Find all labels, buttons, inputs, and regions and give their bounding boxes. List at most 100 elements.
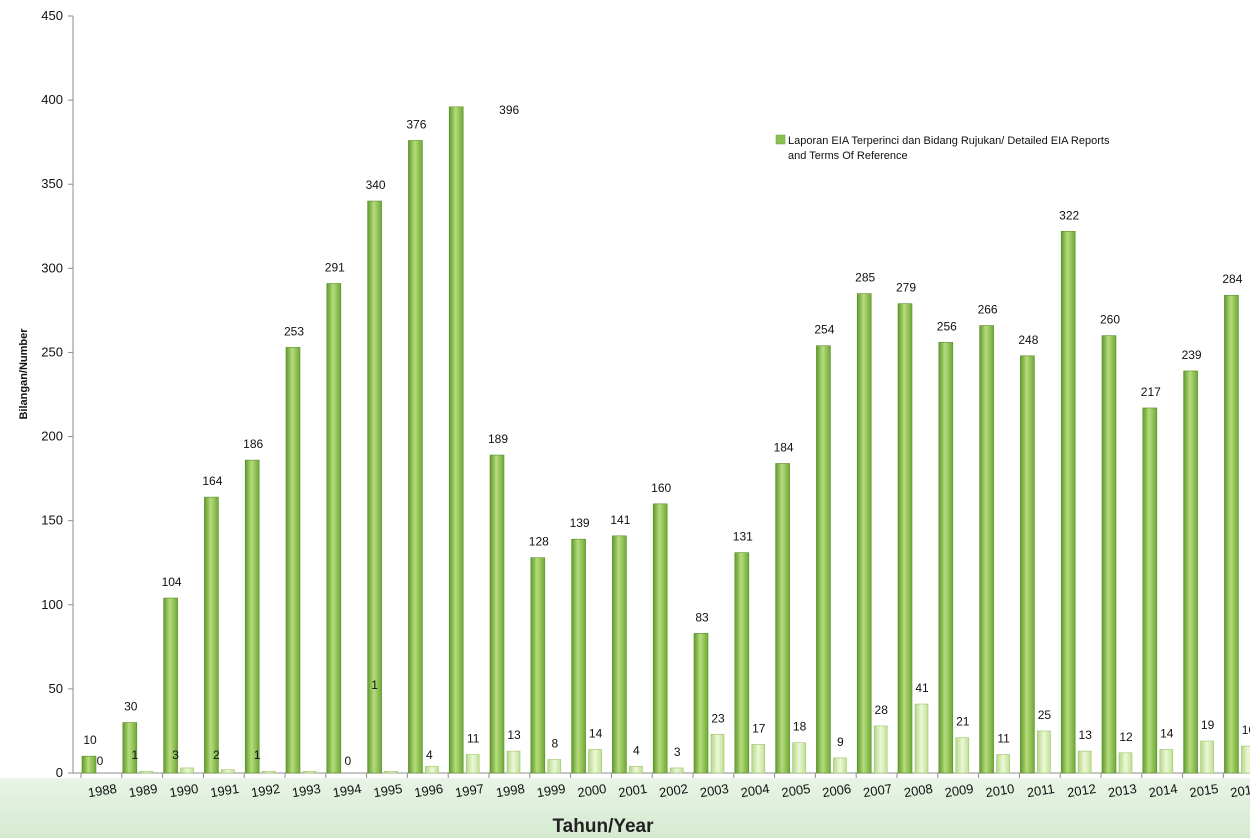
data-label-main: 184 [774,440,794,454]
y-tick-label: 450 [41,8,63,23]
data-label-secondary: 11 [467,731,480,745]
data-label-main: 396 [499,103,519,117]
legend-label: Laporan EIA Terperinci dan Bidang Rujuka… [788,135,1110,147]
data-label-secondary: 13 [1079,728,1093,742]
data-label-secondary: 2 [213,748,220,762]
data-label-main: 285 [855,271,875,285]
data-label-main: 164 [202,474,222,488]
x-tick-label: 1995 [372,781,403,800]
bar-main-1996 [408,140,423,774]
bar-secondary-1998 [506,750,521,774]
data-label-main: 186 [243,437,263,451]
bar-main-2014 [1142,407,1158,774]
data-label-main: 104 [162,575,182,589]
bar-secondary-1997 [465,754,480,774]
x-tick-label: 2007 [862,781,893,800]
bar-secondary-1991 [221,769,235,774]
data-label-main: 266 [978,303,998,317]
bar-main-2001 [612,535,627,774]
x-tick-label: 2008 [903,781,934,800]
x-tick-label: 2010 [984,781,1015,800]
x-tick-label: 1989 [128,781,159,800]
x-tick-label: 1997 [454,781,485,800]
data-label-main: 279 [896,281,916,295]
data-label-main: 160 [651,481,671,495]
x-tick-label: 2006 [821,781,852,800]
y-axis-title: Bilangan/Number [18,328,30,420]
bar-secondary-2012 [1077,750,1092,774]
data-label-main: 30 [124,700,138,714]
x-tick-label: 2000 [576,781,607,800]
data-label-main: 128 [529,535,549,549]
background-band [0,778,1250,838]
x-tick-label: 2003 [699,781,730,800]
data-label-main: 322 [1059,208,1079,222]
y-tick-label: 50 [49,681,63,696]
data-label-secondary: 1 [254,748,261,762]
bar-secondary-2011 [1037,730,1051,774]
bar-secondary-1996 [425,765,439,774]
bar-main-2003 [693,633,709,774]
bar-main-1997 [448,106,464,774]
bar-secondary-1995 [384,771,398,774]
data-label-secondary: 0 [344,754,351,768]
data-label-secondary: 21 [956,715,970,729]
data-label-main: 83 [695,610,709,624]
bar-main-1988 [81,755,97,774]
data-label-main: 376 [406,117,426,131]
data-label-secondary: 14 [1160,726,1174,740]
bar-main-2010 [979,325,994,774]
data-label-main: 139 [570,516,590,530]
data-label-main: 291 [325,260,345,274]
x-axis-title: Tahun/Year [552,816,654,837]
x-tick-label: 2013 [1107,781,1138,800]
bar-main-2015 [1183,370,1198,774]
data-label-secondary: 18 [793,720,807,734]
data-label-secondary: 19 [1201,718,1215,732]
bar-main-2013 [1101,335,1117,774]
bar-secondary-2009 [955,737,970,774]
bar-main-2002 [652,503,668,774]
data-label-secondary: 8 [551,737,558,751]
bar-main-2007 [856,293,872,774]
x-tick-label: 1994 [332,781,363,800]
y-tick-label: 250 [41,344,63,359]
y-tick-label: 350 [41,176,63,191]
data-label-secondary: 9 [837,735,844,749]
data-label-secondary: 23 [711,711,725,725]
x-tick-label: 1990 [168,781,199,800]
x-tick-label: 1988 [87,781,118,800]
bar-main-1993 [285,347,301,774]
bar-secondary-2014 [1159,749,1174,774]
x-tick-label: 1998 [495,781,526,800]
bar-main-2011 [1020,355,1035,774]
bar-main-2004 [734,552,750,774]
data-label-main: 340 [366,178,386,192]
data-label-secondary: 17 [752,721,766,735]
data-label-secondary: 1 [371,678,378,692]
y-tick-label: 400 [41,92,63,107]
bar-main-2005 [775,463,790,774]
data-label-main: 217 [1141,385,1161,399]
bar-secondary-1990 [180,767,194,774]
x-tick-label: 2011 [1026,781,1056,800]
data-label-secondary: 16 [1242,723,1250,737]
data-label-secondary: 25 [1038,708,1052,722]
data-label-secondary: 14 [589,726,603,740]
x-tick-label: 1999 [536,781,567,800]
bar-secondary-2013 [1118,752,1133,774]
bar-secondary-2008 [914,703,929,774]
data-label-secondary: 1 [131,748,138,762]
bar-secondary-2010 [996,754,1010,774]
data-label-secondary: 3 [172,748,179,762]
x-tick-label: 2015 [1188,781,1219,800]
bar-secondary-2015 [1200,740,1214,774]
data-label-secondary: 4 [633,743,640,757]
bar-main-2016 [1224,294,1239,774]
y-tick-label: 300 [41,260,63,275]
bar-main-1995 [367,200,382,774]
legend-swatch [775,134,786,145]
y-tick-label: 100 [41,597,63,612]
data-label-secondary: 11 [997,731,1010,745]
